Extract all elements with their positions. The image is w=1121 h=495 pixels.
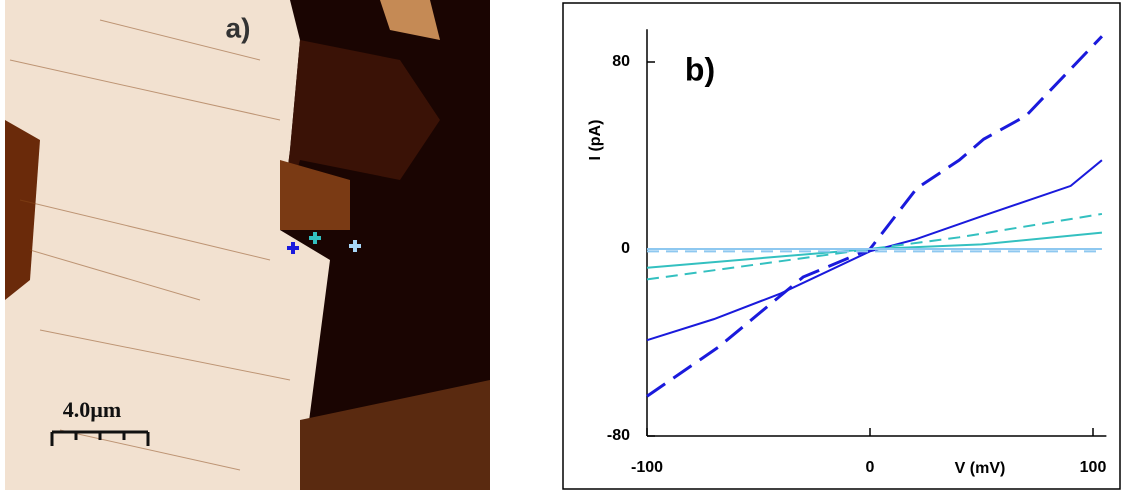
chart-frame xyxy=(562,2,1121,490)
afm-image: a) 4.0µm xyxy=(5,0,490,490)
y-tick-label: 80 xyxy=(612,53,630,70)
panel-label: b) xyxy=(685,51,715,87)
x-axis-label: V (mV) xyxy=(955,460,1006,477)
scale-bar-label: 4.0µm xyxy=(63,397,122,422)
y-axis-label: I (pA) xyxy=(587,120,604,161)
panel-label: a) xyxy=(226,12,251,43)
plot: -100 0 100 -80 0 80 xyxy=(607,29,1107,476)
data-line xyxy=(646,35,1104,398)
x-tick-label: -100 xyxy=(631,459,663,476)
data-line xyxy=(646,159,1103,342)
data-line xyxy=(646,231,1103,269)
data-line xyxy=(646,212,1103,281)
y-tick-label: -80 xyxy=(607,427,630,444)
x-tick-label: 100 xyxy=(1080,459,1107,476)
y-tick-label: 0 xyxy=(621,240,630,257)
x-tick-label: 0 xyxy=(866,459,875,476)
